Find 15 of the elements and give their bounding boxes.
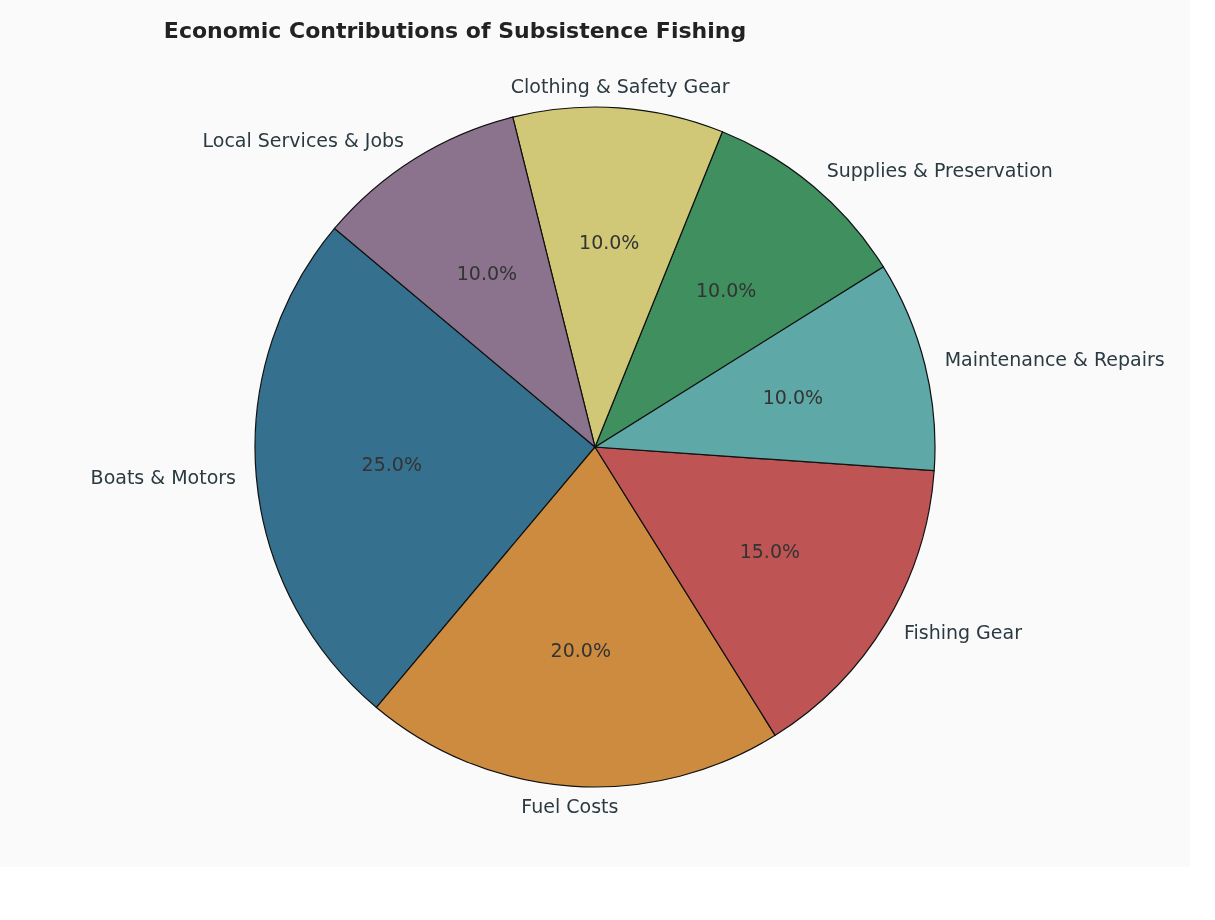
- data-label: 20.0%: [550, 638, 611, 661]
- slice-label: Boats & Motors: [90, 466, 236, 489]
- slice-label: Clothing & Safety Gear: [510, 75, 730, 98]
- data-label: 10.0%: [762, 385, 824, 408]
- data-label: 10.0%: [456, 262, 518, 284]
- data-label: 10.0%: [579, 231, 640, 254]
- chart-title: Economic Contributions of Subsistence Fishing: [163, 18, 747, 43]
- data-label: 10.0%: [695, 278, 757, 301]
- data-label: 15.0%: [739, 540, 801, 563]
- slice-label: Supplies & Preservation: [826, 158, 1053, 181]
- slice-label: Fishing Gear: [903, 620, 1023, 643]
- data-label: 25.0%: [361, 452, 422, 475]
- slice-label: Local Services & Jobs: [202, 129, 405, 152]
- slice-label: Fuel Costs: [521, 794, 619, 817]
- slice-label: Maintenance & Repairs: [944, 347, 1165, 370]
